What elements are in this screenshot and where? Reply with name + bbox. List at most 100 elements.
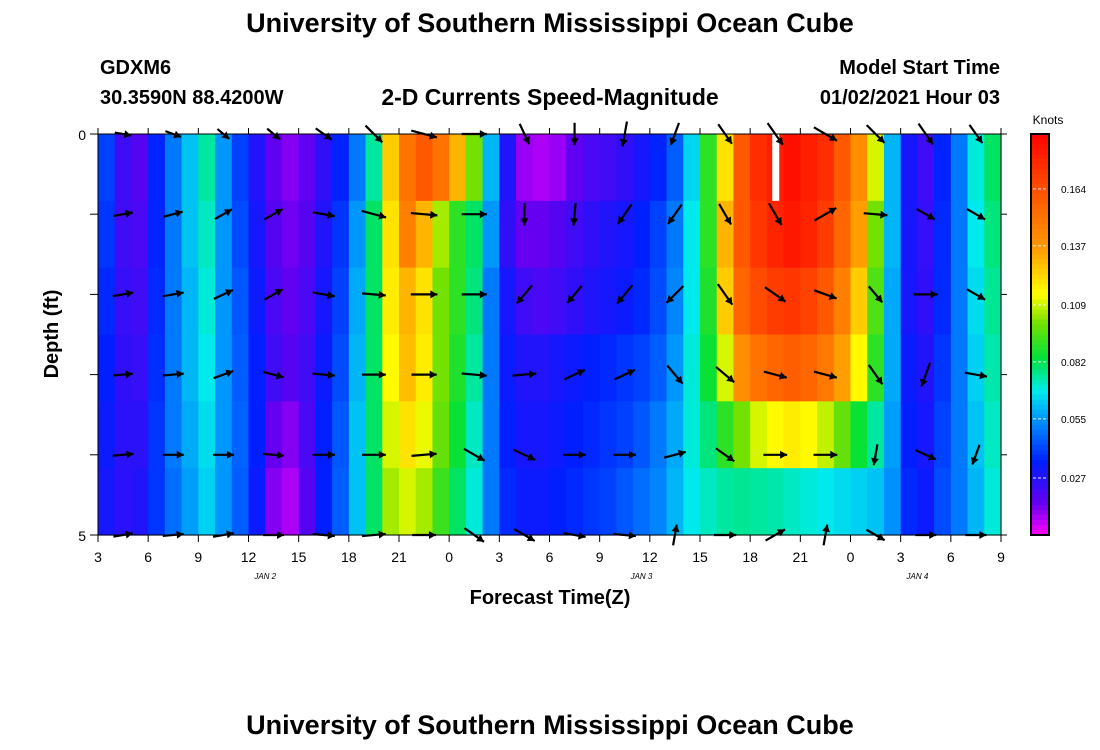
heatmap-cell: [783, 401, 801, 469]
colorbar-segment: [1031, 134, 1049, 140]
colorbar-segment: [1031, 389, 1049, 396]
heatmap-cell: [415, 468, 434, 536]
heatmap-cell: [649, 134, 668, 202]
heatmap-cell: [582, 334, 601, 402]
current-vector-head: [828, 133, 837, 141]
heatmap-cell: [365, 134, 383, 202]
current-vector-head: [226, 530, 234, 539]
heatmap-cell: [449, 468, 467, 536]
heatmap-cell: [315, 401, 333, 469]
heatmap-cell: [432, 401, 450, 469]
current-vector-head: [374, 134, 383, 143]
heatmap-cell: [582, 401, 601, 469]
heatmap-cell: [733, 134, 751, 202]
heatmap-cell: [616, 200, 634, 269]
heatmap-cell: [382, 267, 400, 336]
current-vector-head: [126, 450, 134, 459]
current-vector-head: [225, 369, 234, 378]
heatmap-cell: [215, 334, 233, 402]
heatmap-cell: [315, 468, 333, 536]
heatmap-cell: [783, 468, 801, 536]
heatmap-cell: [833, 200, 852, 269]
heatmap-cell: [700, 134, 718, 202]
current-vector-head: [378, 211, 387, 220]
heatmap-cell: [800, 334, 818, 402]
heatmap-cell: [181, 401, 199, 469]
x-tick-label: 9: [997, 549, 1005, 565]
heatmap-cell: [833, 401, 852, 469]
current-vector-head: [275, 371, 284, 380]
heatmap-cell: [716, 468, 735, 536]
heatmap-cell: [148, 468, 166, 536]
heatmap-cell: [716, 134, 735, 202]
current-vector-head: [617, 295, 625, 304]
heatmap-cell: [616, 267, 634, 336]
colorbar-tick-label: 0.055: [1061, 415, 1086, 426]
model-start-value: 01/02/2021 Hour 03: [819, 87, 1000, 109]
current-vector-head: [125, 370, 133, 379]
current-vector-head: [224, 289, 233, 297]
heatmap-cell: [382, 401, 400, 469]
heatmap-cell: [482, 401, 500, 469]
current-vector-head: [925, 136, 933, 145]
heatmap-cell: [800, 401, 818, 469]
heatmap-cell: [348, 134, 367, 202]
current-vector-head: [880, 210, 888, 219]
heatmap-cell: [817, 468, 835, 536]
current-vector-head: [675, 375, 683, 384]
current-vector-head: [774, 217, 782, 226]
heatmap-cell: [499, 401, 517, 469]
heatmap-cell: [883, 468, 902, 536]
x-tick-label: 18: [742, 549, 758, 565]
heatmap-cell: [900, 468, 918, 536]
heatmap-cell: [582, 134, 601, 202]
heatmap-cell: [883, 401, 902, 469]
heatmap-cell: [532, 267, 551, 336]
colorbar-segment: [1031, 499, 1049, 506]
colorbar-tick-label: 0.137: [1061, 242, 1086, 253]
heatmap-cell: [934, 200, 952, 269]
heatmap-cell: [449, 134, 467, 202]
y-axis-label: Depth (ft): [41, 290, 63, 379]
heatmap-cell: [599, 468, 617, 536]
heatmap-cell: [198, 267, 216, 336]
heatmap-cell: [298, 334, 316, 402]
heatmap-cell: [281, 401, 300, 469]
current-vector-head: [926, 212, 935, 220]
heatmap-cell: [750, 468, 768, 536]
current-vector-head: [871, 457, 879, 466]
heatmap-cell: [950, 267, 969, 336]
colorbar-segment: [1031, 394, 1049, 401]
colorbar-segment: [1031, 374, 1049, 381]
current-vector-head: [567, 295, 575, 303]
current-vector-head: [327, 210, 335, 219]
colorbar-segment: [1031, 514, 1049, 521]
current-vector-head: [516, 295, 525, 304]
current-vector-head: [780, 450, 788, 459]
heatmap-cell: [98, 334, 116, 402]
heatmap-cell: [98, 134, 116, 202]
current-vector-head: [479, 210, 487, 219]
heatmap-cell: [114, 267, 133, 336]
heatmap-cell: [867, 134, 885, 202]
heatmap-cell: [716, 334, 735, 402]
current-vector-head: [725, 296, 733, 305]
heatmap-cell: [98, 401, 116, 469]
heatmap-cell: [348, 334, 367, 402]
x-tick-label: 6: [947, 549, 955, 565]
x-tick-label: 21: [391, 549, 407, 565]
heatmap-cell: [616, 134, 634, 202]
current-vector-head: [327, 450, 335, 459]
current-vector-head: [323, 132, 332, 140]
colorbar-segment: [1031, 189, 1049, 195]
current-vector-head: [628, 450, 636, 459]
current-vector-head: [822, 524, 830, 533]
heatmap-cell: [700, 468, 718, 536]
heatmap-cell: [934, 334, 952, 402]
heatmap-cell: [967, 134, 985, 202]
heatmap-cell: [332, 267, 350, 336]
heatmap-cell: [449, 401, 467, 469]
heatmap-cell: [348, 468, 367, 536]
heatmap-cell: [750, 334, 768, 402]
heatmap-cell: [231, 401, 250, 469]
